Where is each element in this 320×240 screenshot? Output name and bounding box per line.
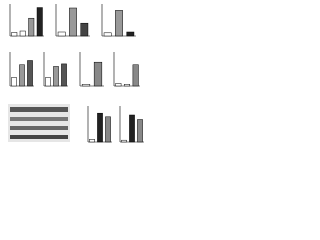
bar — [53, 66, 59, 87]
western-blot — [8, 104, 70, 142]
bar — [27, 60, 33, 87]
bar — [45, 77, 51, 87]
blot-band — [10, 117, 68, 121]
bar — [137, 119, 143, 143]
bar — [69, 7, 77, 37]
bar — [28, 17, 35, 37]
bar — [89, 139, 95, 143]
bar — [80, 22, 89, 37]
bar — [129, 114, 135, 143]
bar — [81, 84, 91, 87]
bar — [19, 64, 25, 87]
blot-band — [10, 135, 68, 139]
bar — [61, 63, 67, 87]
blot-band — [10, 126, 68, 130]
bar — [57, 31, 66, 37]
blot-band — [10, 107, 68, 112]
bar — [97, 112, 103, 143]
bar — [36, 7, 43, 37]
bar — [121, 139, 127, 143]
bar — [105, 116, 111, 143]
bar — [11, 77, 17, 87]
bar — [123, 84, 131, 87]
bar — [132, 64, 139, 87]
bar — [115, 83, 122, 87]
bar — [126, 31, 135, 37]
figure — [8, 4, 144, 143]
bar — [103, 32, 112, 37]
bar — [11, 32, 18, 37]
bar — [93, 61, 103, 87]
bar — [115, 10, 123, 37]
bar — [19, 30, 26, 37]
